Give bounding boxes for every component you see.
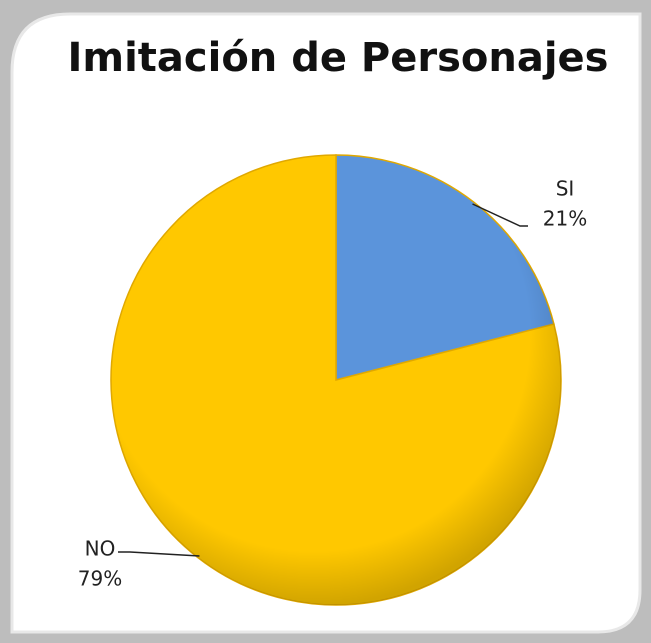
pie [110,154,562,606]
leader-line [472,203,528,227]
slice-label: NO [85,537,116,561]
chart-title: Imitación de Personajes [68,35,609,81]
slice-value-label: 79% [78,567,122,591]
slice-value-label: 21% [543,207,587,231]
leader-line [118,551,200,557]
slice-label: SI [556,177,575,201]
